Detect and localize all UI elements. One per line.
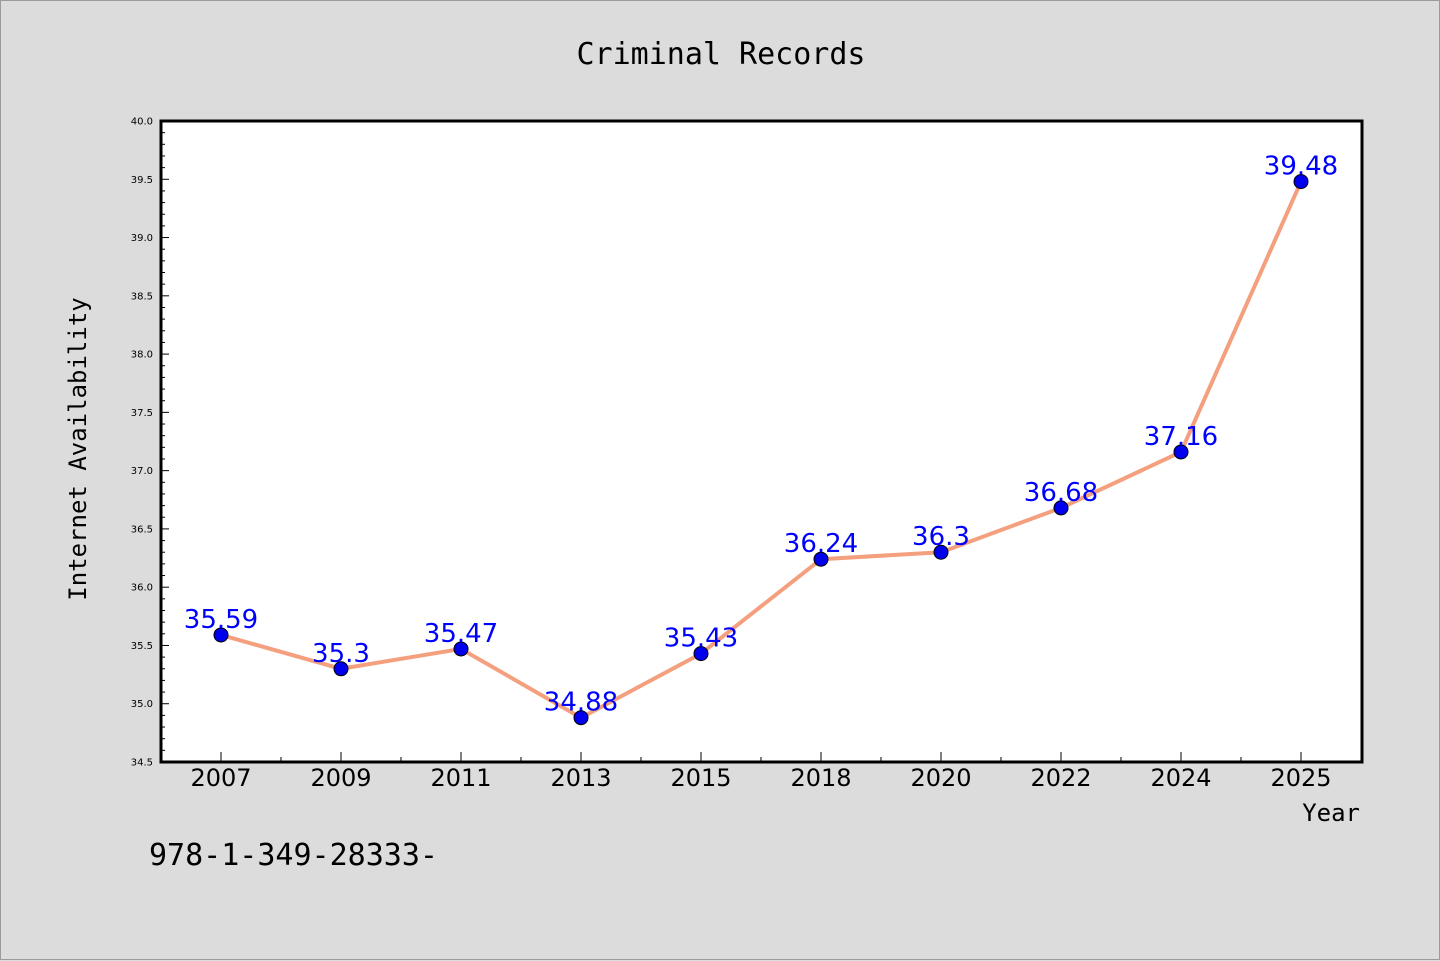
y-tick-label: 37.5 bbox=[131, 408, 153, 419]
data-label: 36.24 bbox=[784, 529, 858, 559]
data-point bbox=[933, 544, 949, 560]
data-label: 37.16 bbox=[1144, 422, 1218, 452]
data-label: 39.48 bbox=[1264, 152, 1338, 182]
data-point bbox=[453, 641, 469, 657]
data-labels: 35.59 35.3 35.47 34.88 35.43 36.24 36.3 36.68 37… bbox=[184, 152, 1338, 718]
x-tick-label: 2015 bbox=[670, 764, 731, 792]
y-tick-label: 38.5 bbox=[131, 291, 153, 302]
y-tick-label: 40.0 bbox=[131, 117, 153, 128]
x-tick-label: 2013 bbox=[550, 764, 611, 792]
series-line bbox=[220, 180, 1303, 720]
y-tick-label: 36.0 bbox=[131, 583, 153, 594]
x-tick-label: 2020 bbox=[910, 764, 971, 792]
x-tick-label: 2024 bbox=[1150, 764, 1211, 792]
data-point bbox=[573, 710, 589, 726]
chart-title: Criminal Records bbox=[577, 37, 866, 72]
y-axis-label: Internet Availability bbox=[64, 297, 92, 600]
data-point bbox=[333, 661, 349, 677]
y-tick-label: 37.0 bbox=[131, 466, 153, 477]
data-markers bbox=[213, 174, 1309, 726]
y-tick-label: 36.5 bbox=[131, 524, 153, 535]
y-tick-label: 35.0 bbox=[131, 699, 153, 710]
y-tick-label: 39.5 bbox=[131, 175, 153, 186]
data-point bbox=[1173, 444, 1189, 460]
x-tick-label: 2018 bbox=[790, 764, 851, 792]
data-label: 36.3 bbox=[912, 522, 970, 552]
data-point bbox=[213, 627, 229, 643]
x-tick-label: 2011 bbox=[430, 764, 491, 792]
x-tick-label: 2022 bbox=[1030, 764, 1091, 792]
x-axis-label: Year bbox=[1302, 799, 1360, 827]
isbn-footer-text: 978-1-349-28333- bbox=[149, 838, 438, 873]
plot-area bbox=[159, 119, 1364, 764]
x-axis: 2007 2009 2011 2013 2015 2018 2020 2022 2024 2025 bbox=[190, 752, 1332, 792]
series-line-group bbox=[220, 180, 1303, 720]
data-label: 34.88 bbox=[544, 688, 618, 718]
data-label: 35.59 bbox=[184, 605, 258, 635]
y-tick-label: 34.5 bbox=[131, 758, 153, 769]
data-label: 35.3 bbox=[312, 639, 370, 669]
y-axis: 34.5 35.0 35.5 36.0 36.5 37.0 37.5 38.0 38.5 39.0… bbox=[131, 117, 169, 769]
y-tick-label: 39.0 bbox=[131, 233, 153, 244]
data-point bbox=[1293, 174, 1309, 190]
x-tick-label: 2009 bbox=[310, 764, 371, 792]
data-label: 36.68 bbox=[1024, 478, 1098, 508]
data-point bbox=[1053, 500, 1069, 516]
data-label: 35.47 bbox=[424, 619, 498, 649]
y-tick-label: 35.5 bbox=[131, 641, 153, 652]
x-tick-label: 2025 bbox=[1270, 764, 1331, 792]
data-point bbox=[813, 551, 829, 567]
data-label: 35.43 bbox=[664, 624, 738, 654]
x-tick-label: 2007 bbox=[190, 764, 251, 792]
y-tick-label: 38.0 bbox=[131, 350, 153, 361]
data-point bbox=[693, 646, 709, 662]
